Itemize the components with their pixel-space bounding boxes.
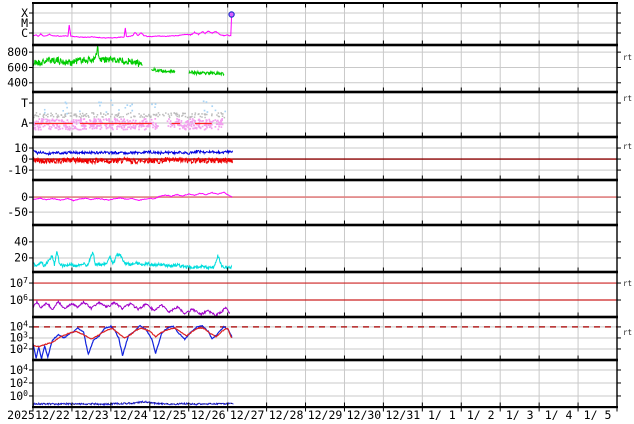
x-axis-date-label: 1/ 3 — [506, 408, 534, 422]
series-proton-mid — [33, 326, 233, 348]
realtime-data-tag: rt — [623, 53, 632, 62]
x-axis-date-label: 12/25 — [152, 408, 187, 422]
y-axis-label: M — [21, 16, 28, 30]
y-axis-label: 600 — [7, 60, 28, 74]
panel-high-energy-proton-flux — [33, 360, 617, 407]
panel-separator — [32, 223, 618, 227]
panel-goes-xray — [33, 3, 617, 45]
top-frame — [32, 2, 618, 4]
event-marker — [228, 11, 235, 18]
x-axis-date-label: 1/ 5 — [584, 408, 612, 422]
y-axis-label: A — [21, 116, 28, 130]
series-electron-2mev — [33, 299, 231, 317]
panel-geomag-activity — [33, 92, 617, 137]
x-axis-date-label: 12/29 — [308, 408, 343, 422]
x-axis-date-label: 12/23 — [74, 408, 109, 422]
y-axis-label: 0 — [21, 152, 28, 166]
x-axis-date-label: 1/ 2 — [467, 408, 495, 422]
panel-electron-flux — [33, 272, 617, 317]
panel-separator — [32, 315, 618, 319]
series-dst-index — [33, 191, 233, 202]
panel-dst — [33, 180, 617, 225]
panel-imf — [33, 137, 617, 180]
realtime-data-tag: rt — [623, 94, 632, 103]
series-xray-flux — [33, 14, 233, 39]
panel-separator — [32, 270, 618, 274]
series-speed-c — [188, 69, 225, 77]
x-axis-year-label: 2025 — [7, 408, 35, 422]
panel-solar-wind-speed — [33, 45, 617, 92]
panel-separator — [32, 135, 618, 139]
x-axis-date-label: 12/30 — [347, 408, 382, 422]
y-axis-label: -10 — [7, 163, 28, 177]
panel-proton-flux — [33, 317, 617, 360]
y-axis-label: -50 — [7, 205, 28, 219]
series-speed-a — [33, 45, 143, 67]
realtime-data-tag: rt — [623, 142, 632, 151]
x-axis-date-label: 12/28 — [269, 408, 304, 422]
y-axis-label: 800 — [7, 45, 28, 59]
realtime-data-tag: rt — [623, 279, 632, 288]
realtime-data-tag: rt — [623, 328, 632, 337]
panel-solar-wind-density — [33, 225, 617, 272]
series-speed-b — [151, 66, 176, 75]
x-axis-date-label: 12/27 — [230, 408, 265, 422]
x-axis-date-label: 12/31 — [386, 408, 421, 422]
y-axis-label: C — [21, 26, 28, 40]
panel-separator — [32, 358, 618, 362]
panel-separator — [32, 90, 618, 94]
y-axis-label: 10 — [14, 141, 28, 155]
x-axis-date-label: 12/26 — [191, 408, 226, 422]
y-axis-label: 400 — [7, 76, 28, 90]
series-hep-black — [33, 401, 234, 406]
y-axis-label: T — [21, 96, 28, 110]
y-axis-label: X — [21, 6, 28, 20]
panel-separator — [32, 43, 618, 47]
y-axis-label: 0 — [21, 190, 28, 204]
series-density — [33, 251, 233, 271]
y-axis-label: 20 — [14, 251, 28, 265]
series-imf-bt — [33, 149, 233, 157]
x-axis-line — [32, 406, 618, 409]
series-imf-bz — [33, 156, 233, 166]
x-axis-date-label: 12/22 — [35, 408, 70, 422]
panel-separator — [32, 178, 618, 182]
x-axis-date-label: 1/ 4 — [545, 408, 573, 422]
y-axis-label: 40 — [14, 235, 28, 249]
x-axis-date-label: 1/ 1 — [428, 408, 456, 422]
x-axis-date-label: 12/24 — [113, 408, 148, 422]
series-hep-blue — [33, 400, 234, 407]
